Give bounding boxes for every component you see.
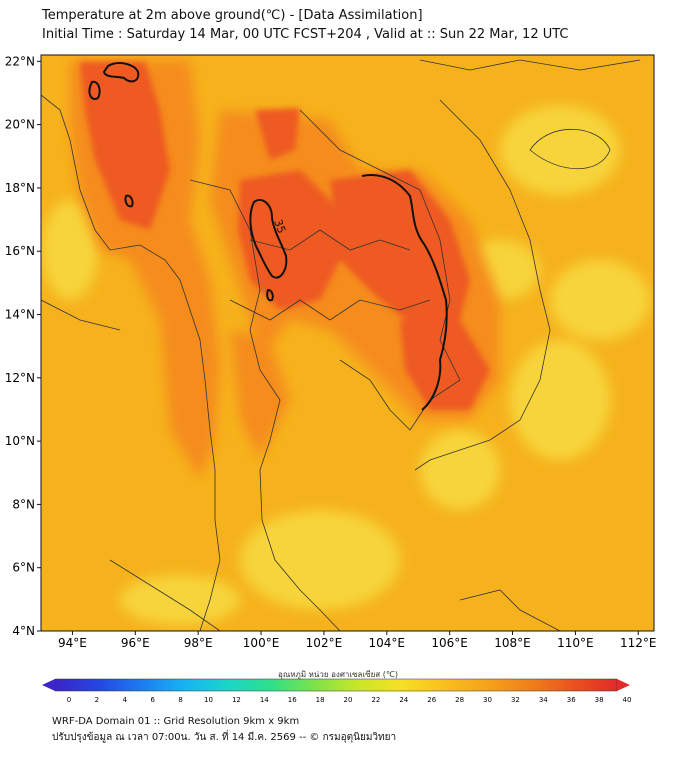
colorbar-tick-label: 28 (455, 696, 464, 704)
lat-label: 10°N (5, 434, 35, 448)
chart-title: Temperature at 2m above ground(℃) - [Dat… (42, 8, 423, 23)
colorbar-tick-label: 36 (567, 696, 576, 704)
colorbar-tick-label: 30 (483, 696, 492, 704)
lon-label: 100°E (243, 636, 280, 650)
colorbar-tick-label: 6 (150, 696, 155, 704)
colorbar-tick-label: 16 (288, 696, 297, 704)
lon-label: 104°E (369, 636, 406, 650)
latitude-axis: 22°N 20°N 18°N 16°N 14°N 12°N 10°N 8°N 6°N 4°N (5, 54, 41, 638)
colorbar-tick-label: 8 (178, 696, 182, 704)
colorbar-tick-label: 22 (371, 696, 380, 704)
lat-label: 8°N (12, 497, 35, 511)
lon-label: 112°E (620, 636, 657, 650)
colorbar-tick-label: 18 (316, 696, 325, 704)
lat-label: 18°N (5, 181, 35, 195)
lon-label: 108°E (494, 636, 531, 650)
colorbar-tick-label: 38 (595, 696, 604, 704)
colorbar-tick-label: 10 (204, 696, 213, 704)
colorbar-high-arrow (617, 679, 630, 691)
map-frame (40, 54, 655, 632)
contour-35 (88, 62, 448, 411)
lon-label: 102°E (306, 636, 343, 650)
colorbar-ticks: 0 2 4 6 8 10 12 14 16 18 20 22 24 26 28 30 32 34 36 38 40 (67, 696, 632, 704)
colorbar-tick-label: 20 (344, 696, 353, 704)
colorbar-tick-label: 2 (95, 696, 99, 704)
colorbar-tick-label: 14 (260, 696, 269, 704)
longitude-axis: 94°E 96°E 98°E 100°E 102°E 104°E 106°E 108°E 110… (58, 631, 657, 650)
lat-label: 22°N (5, 54, 35, 68)
lon-label: 96°E (121, 636, 150, 650)
lat-label: 14°N (5, 308, 35, 322)
colorbar-tick-label: 12 (232, 696, 241, 704)
lon-label: 110°E (557, 636, 594, 650)
colorbar-tick-label: 0 (67, 696, 71, 704)
colorbar-title: อุณหภูมิ หน่วย องศาเซลเซียส (℃) (278, 670, 398, 679)
chart-subtitle: Initial Time : Saturday 14 Mar, 00 UTC F… (42, 27, 569, 42)
colorbar-low-arrow (42, 679, 55, 691)
colorbar-tick-label: 32 (511, 696, 520, 704)
colorbar-tick-label: 34 (539, 696, 548, 704)
lat-label: 6°N (12, 561, 35, 575)
footer-model-info: WRF-DA Domain 01 :: Grid Resolution 9km … (52, 716, 300, 727)
lon-label: 106°E (431, 636, 468, 650)
lat-label: 16°N (5, 244, 35, 258)
lat-label: 4°N (12, 624, 35, 638)
colorbar-tick-label: 24 (399, 696, 408, 704)
lon-label: 94°E (58, 636, 87, 650)
temperature-field: 35 (41, 55, 654, 631)
contour-label: 35 (271, 218, 288, 236)
footer-credit: ปรับปรุงข้อมูล ณ เวลา 07:00น. วัน ส. ที่… (52, 732, 397, 743)
hot-areas (80, 62, 490, 410)
colorbar-tick-label: 26 (427, 696, 436, 704)
colorbar-tick-label: 40 (623, 696, 632, 704)
colorbar: 0 2 4 6 8 10 12 14 16 18 20 22 24 26 28 30 32 34 36 38 40 (42, 678, 632, 704)
lat-label: 20°N (5, 118, 35, 132)
lat-label: 12°N (5, 371, 35, 385)
colorbar-tick-label: 4 (123, 696, 128, 704)
lon-label: 98°E (184, 636, 213, 650)
